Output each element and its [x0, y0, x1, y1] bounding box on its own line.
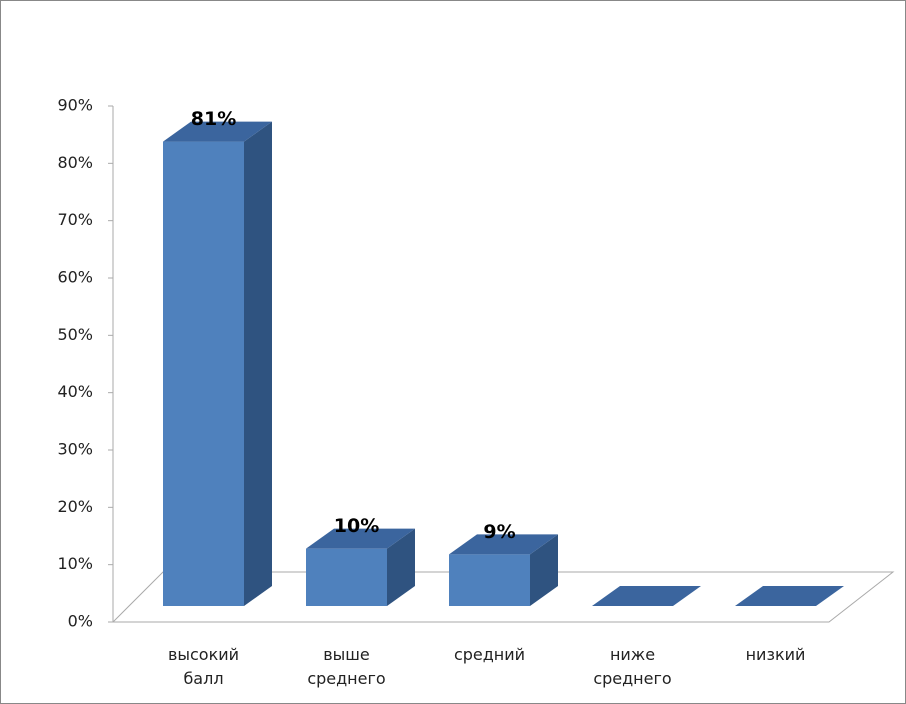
bar-side — [530, 534, 558, 606]
bar — [306, 548, 387, 606]
floor — [111, 571, 895, 623]
x-tick-label: средний — [453, 645, 526, 664]
value-label: 10% — [334, 515, 379, 537]
y-tick-label: 50% — [57, 325, 93, 344]
y-tick-label: 70% — [57, 210, 93, 229]
y-tick-label: 10% — [57, 554, 93, 573]
y-tick-label: 90% — [57, 96, 93, 115]
bar-side — [387, 528, 415, 606]
bar-top — [163, 121, 272, 142]
y-tick-label: 40% — [57, 382, 93, 401]
bar — [163, 141, 244, 606]
y-tick-label: 0% — [68, 612, 93, 631]
y-tick-label: 60% — [57, 268, 93, 287]
value-label: 9% — [483, 521, 515, 543]
bar-top — [306, 528, 415, 549]
bar-top — [592, 586, 701, 606]
x-tick-label: выше среднего — [307, 645, 386, 688]
y-tick-label: 30% — [57, 440, 93, 459]
value-label: 81% — [191, 108, 236, 130]
x-tick-label: высокий балл — [167, 645, 240, 688]
bar-side — [244, 121, 272, 606]
y-tick-label: 20% — [57, 497, 93, 516]
y-tick-label: 80% — [57, 153, 93, 172]
x-tick-label: низкий — [745, 645, 806, 664]
x-tick-label: ниже среднего — [593, 645, 672, 688]
bar-top — [449, 534, 558, 555]
bar — [449, 554, 530, 606]
bar-top — [735, 586, 844, 606]
